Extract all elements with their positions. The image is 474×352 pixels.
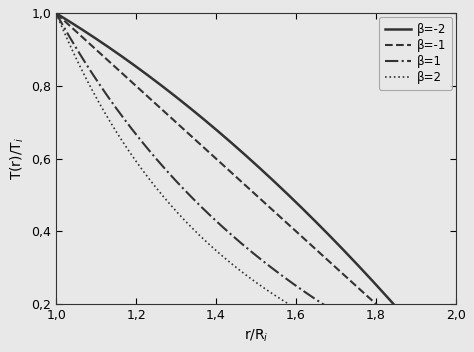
Line: β=-1: β=-1 [56, 13, 456, 352]
β=1 [342, 316, 347, 320]
β=-1 [101, 55, 107, 59]
β=2 [53, 11, 59, 15]
β=2 [342, 332, 347, 336]
β=-2 [183, 103, 189, 107]
X-axis label: r/R$_i$: r/R$_i$ [244, 327, 268, 344]
β=1 [101, 89, 107, 93]
β=-2 [53, 11, 59, 15]
β=-2 [344, 251, 349, 255]
Line: β=-2: β=-2 [56, 13, 456, 352]
β=1 [183, 190, 189, 194]
β=-1 [305, 240, 310, 244]
β=-2 [211, 126, 217, 130]
Line: β=1: β=1 [56, 13, 456, 352]
β=2 [101, 109, 107, 114]
β=1 [53, 11, 59, 15]
β=-1 [344, 275, 349, 279]
β=-2 [342, 249, 347, 253]
Legend: β=-2, β=-1, β=1, β=2: β=-2, β=-1, β=1, β=2 [379, 17, 452, 89]
β=2 [344, 333, 349, 337]
β=-1 [183, 130, 189, 134]
β=-1 [342, 274, 347, 278]
Y-axis label: T(r)/T$_i$: T(r)/T$_i$ [9, 137, 26, 180]
β=2 [183, 220, 189, 224]
β=1 [344, 317, 349, 321]
β=2 [305, 313, 310, 317]
β=-1 [53, 11, 59, 15]
β=-2 [101, 42, 107, 46]
Line: β=2: β=2 [56, 13, 456, 352]
β=1 [305, 292, 310, 296]
β=-2 [305, 212, 310, 216]
β=1 [211, 217, 217, 221]
β=-1 [211, 155, 217, 159]
β=2 [211, 247, 217, 251]
